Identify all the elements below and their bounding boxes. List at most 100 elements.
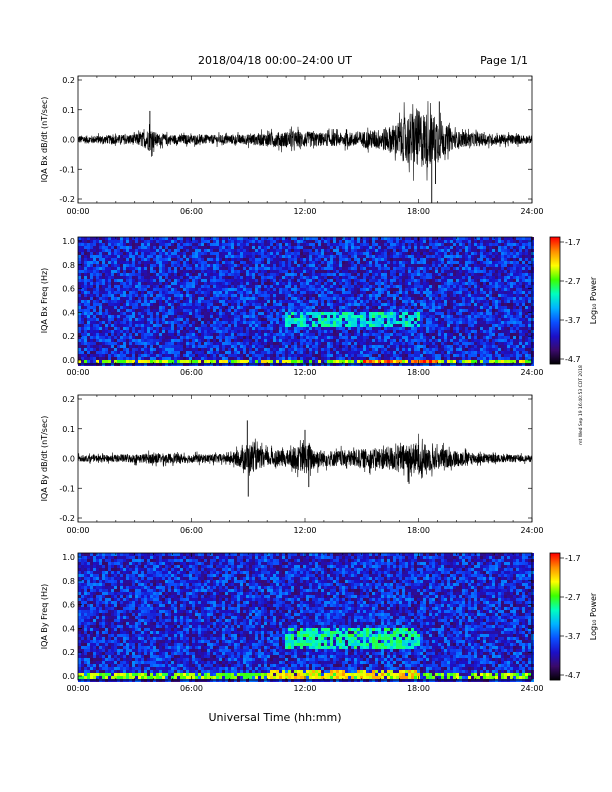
spectrogram-cell xyxy=(84,300,87,303)
spectrogram-cell xyxy=(249,264,252,267)
spectrogram-cell xyxy=(429,273,432,276)
spectrogram-cell xyxy=(462,261,465,264)
spectrogram-cell xyxy=(384,246,387,249)
spectrogram-cell xyxy=(360,327,363,330)
spectrogram-cell xyxy=(297,255,300,258)
spectrogram-cell xyxy=(429,270,432,273)
spectrogram-cell xyxy=(270,318,273,321)
spectrogram-cell xyxy=(429,264,432,267)
spectrogram-cell xyxy=(483,324,486,327)
spectrogram-cell xyxy=(414,276,417,279)
spectrogram-cell xyxy=(255,270,258,273)
spectrogram-cell xyxy=(258,309,261,312)
spectrogram-cell xyxy=(129,309,132,312)
spectrogram-cell xyxy=(510,309,513,312)
spectrogram-cell xyxy=(366,267,369,270)
spectrogram-cell xyxy=(372,240,375,243)
spectrogram-cell xyxy=(525,240,528,243)
spectrogram-cell xyxy=(516,297,519,300)
spectrogram-cell xyxy=(252,282,255,285)
spectrogram-cell xyxy=(333,240,336,243)
spectrogram-cell xyxy=(393,276,396,279)
spectrogram-cell xyxy=(321,297,324,300)
spectrogram-cell xyxy=(219,240,222,243)
spectrogram-cell xyxy=(309,330,312,333)
spectrogram-cell xyxy=(276,330,279,333)
spectrogram-cell xyxy=(246,330,249,333)
spectrogram-cell xyxy=(141,330,144,333)
spectrogram-cell xyxy=(114,246,117,249)
spectrogram-cell xyxy=(525,258,528,261)
spectrogram-cell xyxy=(501,273,504,276)
spectrogram-cell xyxy=(375,291,378,294)
spectrogram-cell xyxy=(432,258,435,261)
spectrogram-cell xyxy=(444,315,447,318)
spectrogram-cell xyxy=(258,288,261,291)
spectrogram-cell xyxy=(366,324,369,327)
spectrogram-cell xyxy=(516,288,519,291)
spectrogram-cell xyxy=(453,288,456,291)
spectrogram-cell xyxy=(207,270,210,273)
spectrogram-cell xyxy=(447,273,450,276)
spectrogram-cell xyxy=(204,240,207,243)
spectrogram-cell xyxy=(366,270,369,273)
spectrogram-cell xyxy=(84,321,87,324)
spectrogram-cell xyxy=(423,279,426,282)
spectrogram-cell xyxy=(123,300,126,303)
spectrogram-cell xyxy=(408,294,411,297)
spectrogram-cell xyxy=(333,285,336,288)
spectrogram-cell xyxy=(501,288,504,291)
spectrogram-cell xyxy=(90,270,93,273)
spectrogram-cell xyxy=(342,282,345,285)
spectrogram-cell xyxy=(297,249,300,252)
spectrogram-cell xyxy=(288,237,291,240)
spectrogram-cell xyxy=(447,237,450,240)
spectrogram-cell xyxy=(486,273,489,276)
spectrogram-cell xyxy=(207,288,210,291)
spectrogram-cell xyxy=(447,288,450,291)
spectrogram-cell xyxy=(426,237,429,240)
spectrogram-cell xyxy=(468,285,471,288)
spectrogram-cell xyxy=(441,324,444,327)
spectrogram-cell xyxy=(387,243,390,246)
spectrogram-cell xyxy=(81,255,84,258)
spectrogram-cell xyxy=(303,315,306,318)
spectrogram-cell xyxy=(336,327,339,330)
spectrogram-cell xyxy=(414,258,417,261)
spectrogram-cell xyxy=(456,303,459,306)
spectrogram-cell xyxy=(282,327,285,330)
spectrogram-cell xyxy=(306,291,309,294)
spectrogram-cell xyxy=(465,249,468,252)
spectrogram-cell xyxy=(300,306,303,309)
spectrogram-cell xyxy=(351,270,354,273)
spectrogram-cell xyxy=(348,246,351,249)
spectrogram-cell xyxy=(306,294,309,297)
spectrogram-cell xyxy=(321,246,324,249)
spectrogram-cell xyxy=(144,267,147,270)
spectrogram-cell xyxy=(189,297,192,300)
spectrogram-cell xyxy=(108,306,111,309)
spectrogram-cell xyxy=(381,306,384,309)
spectrogram-cell xyxy=(192,252,195,255)
spectrogram-cell xyxy=(471,273,474,276)
spectrogram-cell xyxy=(360,318,363,321)
spectrogram-cell xyxy=(213,312,216,315)
spectrogram-cell xyxy=(162,324,165,327)
spectrogram-cell xyxy=(96,312,99,315)
spectrogram-cell xyxy=(204,321,207,324)
spectrogram-cell xyxy=(174,306,177,309)
spectrogram-cell xyxy=(219,255,222,258)
spectrogram-cell xyxy=(114,243,117,246)
spectrogram-cell xyxy=(285,276,288,279)
spectrogram-cell xyxy=(195,246,198,249)
spectrogram-cell xyxy=(195,315,198,318)
spectrogram-cell xyxy=(162,315,165,318)
spectrogram-cell xyxy=(312,255,315,258)
spectrogram-cell xyxy=(168,279,171,282)
spectrogram-cell xyxy=(402,267,405,270)
spectrogram-cell xyxy=(381,279,384,282)
spectrogram-cell xyxy=(303,246,306,249)
spectrogram-cell xyxy=(450,273,453,276)
spectrogram-cell xyxy=(222,243,225,246)
spectrogram-cell xyxy=(219,324,222,327)
